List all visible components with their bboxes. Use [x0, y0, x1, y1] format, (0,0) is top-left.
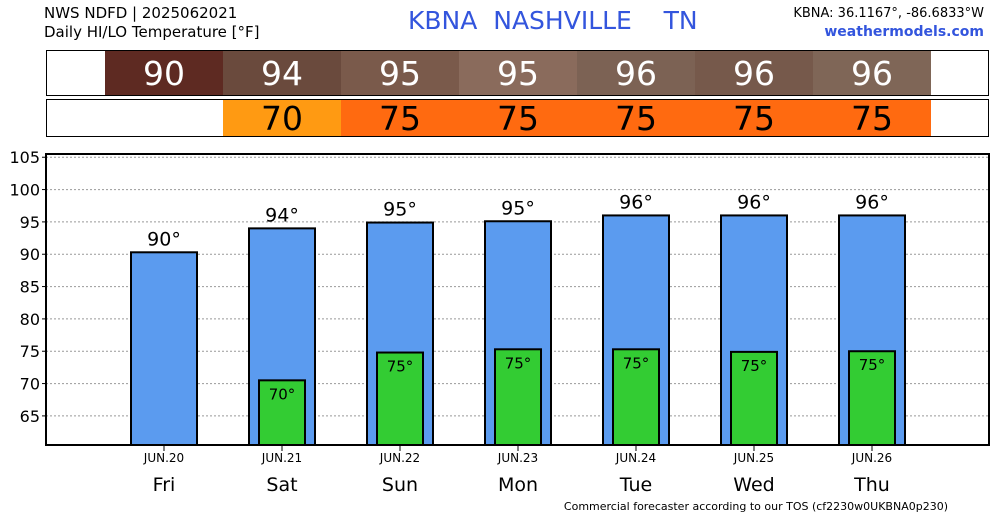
low-bar: [848, 350, 896, 447]
low-bar: [494, 348, 542, 446]
chart-title: Daily HI/LO Temperature [°F]: [44, 23, 260, 41]
y-tick-label: 75: [20, 342, 40, 361]
y-tick-label: 70: [20, 375, 40, 394]
low-bar-label: 75°: [505, 354, 532, 372]
header-right: KBNA: 36.1167°, -86.6833°W weathermodels…: [793, 4, 984, 42]
high-bar-label: 96°: [737, 191, 771, 213]
plot-frame: [45, 153, 990, 446]
high-bar-label: 96°: [855, 191, 889, 213]
high-bar-label: 95°: [501, 197, 535, 219]
day-label: Mon: [498, 474, 538, 496]
day-label: Sat: [266, 474, 297, 496]
lo-temp-cell-4: 75: [577, 99, 695, 138]
low-temperature-row: 70 75 75 75 75 75: [46, 99, 989, 138]
lo-temp-cell-3: 75: [459, 99, 577, 138]
hi-temp-cell-4: 96: [577, 51, 695, 95]
date-label: JUN.26: [851, 451, 892, 465]
low-bar-label: 75°: [741, 357, 768, 375]
low-bar: [258, 379, 306, 447]
lo-temp-cell-1: 70: [223, 99, 341, 138]
date-label: JUN.21: [261, 451, 302, 465]
low-bar-label: 75°: [387, 358, 414, 376]
lo-temp-cell-5: 75: [695, 99, 813, 138]
hi-temp-cell-3: 95: [459, 51, 577, 95]
high-bar-label: 94°: [265, 204, 299, 226]
high-bar-label: 96°: [619, 191, 653, 213]
low-bar: [730, 350, 778, 447]
high-temperature-row: 90 94 95 95 96 96 96: [46, 50, 989, 96]
y-tick-label: 95: [20, 213, 40, 232]
date-label: JUN.22: [379, 451, 420, 465]
low-bar-label: 75°: [859, 356, 886, 374]
day-label: Wed: [733, 474, 774, 496]
y-tick-label: 90: [20, 245, 40, 264]
hi-temp-cell-6: 96: [813, 51, 931, 95]
date-label: JUN.20: [143, 451, 184, 465]
lo-temp-cell-6: 75: [813, 99, 931, 138]
high-bar: [130, 251, 198, 446]
model-run-label: NWS NDFD | 2025062021: [44, 4, 238, 22]
low-bar-label: 70°: [269, 385, 296, 403]
high-bar-label: 95°: [383, 199, 417, 221]
station-title: KBNA NASHVILLE TN: [408, 6, 698, 35]
day-label: Sun: [382, 474, 418, 496]
hi-temp-cell-2: 95: [341, 51, 459, 95]
date-label: JUN.24: [615, 451, 656, 465]
footer-note: Commercial forecaster according to our T…: [563, 500, 948, 513]
y-tick-label: 80: [20, 310, 40, 329]
hi-temp-cell-5: 96: [695, 51, 813, 95]
day-label: Thu: [853, 474, 890, 496]
low-bar-label: 75°: [623, 354, 650, 372]
low-bar: [612, 348, 660, 446]
lo-temp-cell-2: 75: [341, 99, 459, 138]
high-bar-label: 90°: [147, 228, 181, 250]
date-label: JUN.25: [733, 451, 774, 465]
header-left: NWS NDFD | 2025062021 Daily HI/LO Temper…: [44, 4, 260, 42]
y-tick-label: 100: [9, 181, 40, 200]
y-tick-label: 65: [20, 407, 40, 426]
y-tick-label: 85: [20, 278, 40, 297]
lo-temp-cell-0: [105, 100, 223, 136]
y-tick-label: 105: [9, 148, 40, 167]
hi-temp-cell-1: 94: [223, 51, 341, 95]
day-label: Fri: [153, 474, 176, 496]
day-label: Tue: [619, 474, 652, 496]
site-link[interactable]: weathermodels.com: [824, 24, 984, 40]
date-label: JUN.23: [497, 451, 538, 465]
hi-temp-cell-0: 90: [105, 51, 223, 95]
station-coordinates: KBNA: 36.1167°, -86.6833°W: [793, 6, 984, 21]
